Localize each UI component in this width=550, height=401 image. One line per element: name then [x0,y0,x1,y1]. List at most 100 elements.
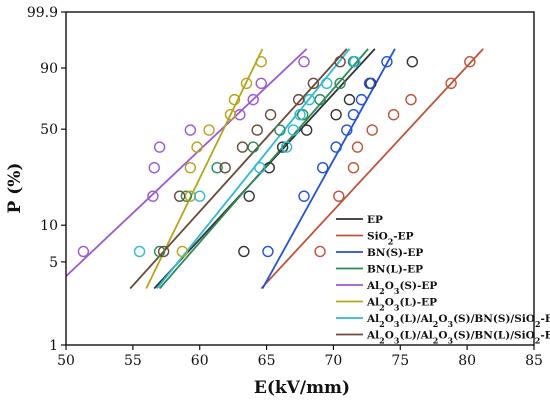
data-point-series-7 [334,56,346,68]
x-tick-label: 65 [258,353,276,369]
data-point-series-0 [238,245,250,258]
data-point-series-5 [191,141,203,153]
data-point-series-7 [264,108,277,121]
data-point-series-1 [445,77,457,90]
data-point-series-6 [133,245,146,258]
data-point-series-0 [343,93,356,106]
data-point-series-1 [387,108,400,121]
data-point-series-5 [255,56,267,68]
data-point-series-7 [307,77,320,90]
data-point-series-3 [153,245,166,258]
legend-label: Al2O3(L)-EP [366,297,437,313]
legend-label: BN(S)-EP [367,247,423,259]
y-axis-ticks: 1 5 10 50 90 99.9 [27,5,66,354]
data-point-series-2 [381,56,393,68]
data-point-series-0 [243,190,255,202]
data-point-series-0 [276,141,289,153]
x-tick-label: 85 [525,353,543,369]
y-tick-label: 10 [40,218,58,234]
data-point-series-1 [405,93,417,106]
data-point-series-1 [333,190,345,202]
data-point-series-1 [347,161,360,174]
x-tick-label: 80 [458,353,476,369]
data-point-series-6 [349,56,361,68]
data-point-series-4 [153,141,166,153]
y-axis-label: P (%) [5,163,25,214]
data-point-series-5 [224,108,237,121]
data-point-series-3 [211,161,223,174]
data-point-series-1 [366,124,378,136]
data-point-series-0 [330,108,342,121]
data-point-series-4 [147,190,159,202]
data-point-series-6 [254,161,266,174]
data-point-series-1 [314,245,326,258]
x-tick-label: 60 [191,353,209,369]
legend-label: SiO2-EP [367,231,414,247]
data-point-series-2 [341,124,353,136]
x-axis-label: E(kV/mm) [254,378,350,398]
data-point-series-4 [77,245,90,258]
x-tick-label: 55 [124,353,142,369]
fit-line-series-4 [65,48,308,277]
x-axis-ticks: 50 55 60 65 70 75 80 85 [57,345,543,369]
legend-label: Al2O3(L)/Al2O3(S)/BN(S)/SiO2-EP [366,313,550,329]
legend: EPSiO2-EPBN(S)-EPBN(L)-EPAl2O3(S)-EPAl2O… [336,214,550,346]
data-point-series-2 [347,108,360,121]
data-point-series-1 [351,141,364,153]
legend-label: Al2O3(S)-EP [366,280,437,296]
data-point-series-6 [321,77,333,90]
x-tick-label: 75 [391,353,409,369]
data-point-series-2 [355,93,368,106]
data-point-series-2 [330,141,342,153]
data-point-series-3 [334,77,346,90]
fit-line-series-1 [260,48,484,290]
data-point-series-5 [176,245,189,258]
y-tick-label: 99.9 [27,5,58,21]
data-point-series-3 [180,190,193,202]
data-point-series-5 [240,77,253,90]
fit-line-series-2 [261,48,396,289]
data-point-series-2 [262,245,274,258]
data-point-series-7 [236,141,249,153]
legend-label: BN(L)-EP [367,264,423,276]
data-point-series-7 [219,161,231,174]
data-point-series-6 [294,108,306,121]
fit-line-series-7 [129,48,348,290]
data-point-series-5 [203,124,215,136]
data-point-series-7 [292,93,305,106]
data-point-series-2 [317,161,329,174]
data-point-series-0 [406,56,419,68]
data-point-series-7 [173,190,186,202]
data-points-layer [77,56,476,258]
data-point-series-3 [274,124,286,136]
y-tick-label: 90 [40,61,58,77]
x-tick-label: 50 [57,353,75,369]
fit-line-series-6 [156,48,351,290]
plot-frame [65,11,535,346]
data-point-series-1 [464,56,476,68]
fit-lines-layer [65,48,484,290]
legend-label: Al2O3(L)/Al2O3(S)/BN(L)/SiO2-EP [366,330,550,346]
y-tick-label: 5 [49,255,58,271]
data-point-series-4 [255,77,267,90]
y-tick-label: 50 [40,122,58,138]
x-tick-label: 70 [325,353,343,369]
data-point-series-6 [287,124,300,136]
data-point-series-2 [298,190,310,202]
data-point-series-2 [363,77,376,90]
data-point-series-4 [247,93,259,106]
data-point-series-4 [148,161,160,174]
data-point-series-4 [184,124,197,136]
legend-label: EP [367,214,383,226]
data-point-series-7 [157,245,170,258]
data-point-series-7 [251,124,263,136]
data-point-series-4 [298,56,310,68]
data-point-series-0 [300,124,313,136]
data-point-series-5 [228,93,241,106]
data-point-series-5 [184,161,197,174]
data-point-series-6 [280,141,293,153]
y-tick-label: 1 [49,338,58,354]
data-point-series-6 [194,190,206,202]
data-point-series-3 [247,141,259,153]
